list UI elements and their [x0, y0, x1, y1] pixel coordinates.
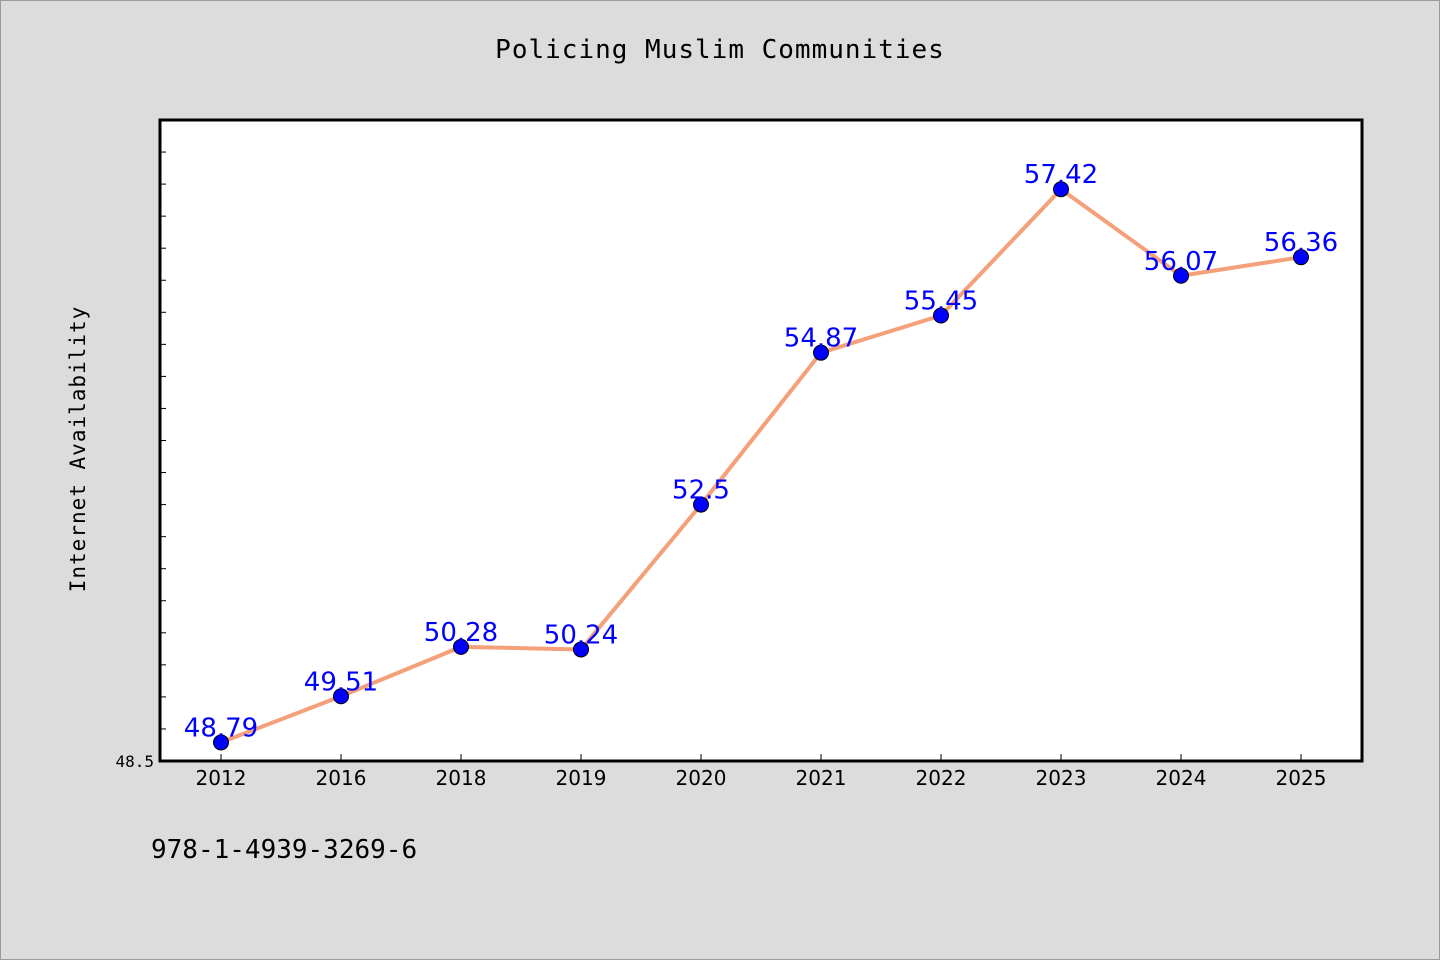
plot-background	[160, 120, 1362, 761]
x-tick-label: 2024	[1156, 766, 1207, 790]
data-label: 55.45	[904, 287, 978, 317]
data-point	[333, 688, 349, 705]
data-point	[453, 638, 469, 655]
data-point	[813, 344, 829, 361]
x-tick-label: 2020	[676, 766, 727, 790]
x-tick-label: 2012	[196, 766, 247, 790]
x-tick-label: 2019	[556, 766, 607, 790]
data-label: 56.07	[1144, 247, 1218, 277]
data-label: 48.79	[184, 713, 258, 743]
data-point	[573, 641, 589, 658]
data-point	[1173, 267, 1189, 284]
x-tick-label: 2025	[1276, 766, 1327, 790]
data-label: 54.87	[784, 324, 858, 354]
data-label: 49.51	[304, 667, 378, 697]
data-point	[933, 307, 949, 324]
data-point	[1293, 249, 1309, 266]
x-tick-label: 2018	[436, 766, 487, 790]
data-point	[693, 496, 709, 513]
x-tick-label: 2023	[1036, 766, 1087, 790]
data-label: 56.36	[1264, 228, 1338, 258]
data-label: 57.42	[1024, 160, 1098, 190]
x-tick-label: 2016	[316, 766, 367, 790]
data-label: 50.24	[544, 620, 618, 650]
x-tick-label: 2022	[916, 766, 967, 790]
data-point	[213, 734, 229, 751]
plot-frame	[158, 118, 1364, 763]
x-tick-label: 2021	[796, 766, 847, 790]
chart-title: Policing Muslim Communities	[495, 35, 945, 65]
data-label: 52.5	[672, 476, 730, 506]
data-point	[1053, 181, 1069, 198]
data-label: 50.28	[424, 618, 498, 648]
isbn-text: 978-1-4939-3269-6	[151, 835, 418, 865]
y-tick-label: 48.5	[115, 752, 154, 771]
series-line	[219, 187, 1303, 745]
